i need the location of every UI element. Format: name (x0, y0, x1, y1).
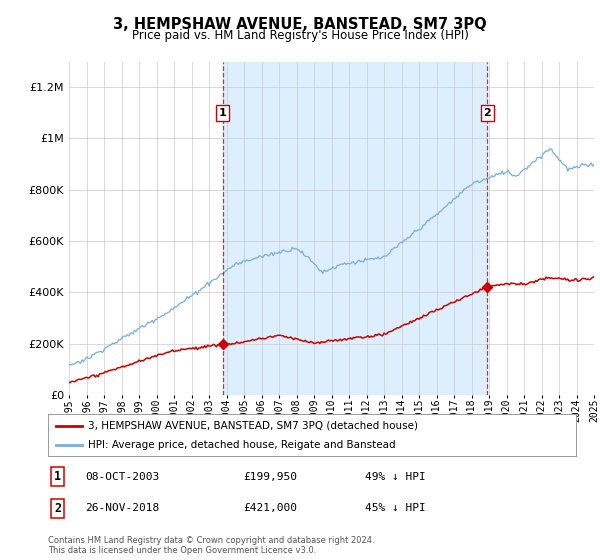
Text: 3, HEMPSHAW AVENUE, BANSTEAD, SM7 3PQ (detached house): 3, HEMPSHAW AVENUE, BANSTEAD, SM7 3PQ (d… (88, 421, 418, 431)
Text: 2: 2 (484, 108, 491, 118)
Text: 49% ↓ HPI: 49% ↓ HPI (365, 472, 425, 482)
Text: 2: 2 (54, 502, 61, 515)
Text: 1: 1 (54, 470, 61, 483)
Text: 1: 1 (219, 108, 227, 118)
Text: £421,000: £421,000 (244, 503, 298, 514)
Bar (223, 62, 487, 395)
Text: 3, HEMPSHAW AVENUE, BANSTEAD, SM7 3PQ: 3, HEMPSHAW AVENUE, BANSTEAD, SM7 3PQ (113, 17, 487, 32)
Text: HPI: Average price, detached house, Reigate and Banstead: HPI: Average price, detached house, Reig… (88, 440, 395, 450)
Text: 08-OCT-2003: 08-OCT-2003 (85, 472, 159, 482)
Text: 26-NOV-2018: 26-NOV-2018 (85, 503, 159, 514)
Text: £199,950: £199,950 (244, 472, 298, 482)
Text: Contains HM Land Registry data © Crown copyright and database right 2024.
This d: Contains HM Land Registry data © Crown c… (48, 536, 374, 556)
Text: 45% ↓ HPI: 45% ↓ HPI (365, 503, 425, 514)
Text: Price paid vs. HM Land Registry's House Price Index (HPI): Price paid vs. HM Land Registry's House … (131, 29, 469, 42)
